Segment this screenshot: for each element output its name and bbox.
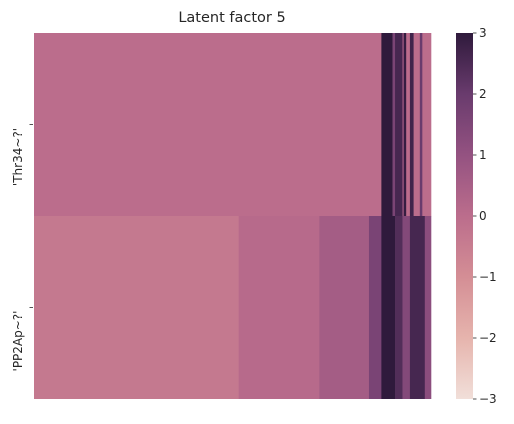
row-label-thr34: 'Thr34~?' [11,128,25,186]
colorbar-tick-label: −2 [479,331,497,345]
heatmap-cell-row2-seg4 [368,216,382,399]
heatmap-cell-row1-seg2 [381,33,393,217]
heatmap-cell-row1-seg8 [409,33,414,217]
colorbar-tick-label: 1 [479,148,487,162]
heatmap-cell-row1-seg1 [34,33,382,217]
heatmap-cell-row2-seg1 [34,216,239,399]
heatmap-cell-row2-seg7 [402,216,411,399]
chart-title: Latent factor 5 [178,10,285,26]
heatmap-cell-row1-seg4 [395,33,403,217]
heatmap-cell-row2-seg8 [409,216,426,399]
row-label-pp2ap: 'PP2Ap~?' [11,311,25,372]
heatmap-cell-row1-seg3 [392,33,396,217]
colorbar-ticks: 3 2 1 0 −1 −2 −3 [473,26,497,406]
colorbar-tick-label: 2 [479,87,487,101]
colorbar [456,33,473,399]
heatmap-cell-row1-seg6 [403,33,407,217]
colorbar-tick-label: −1 [479,270,497,284]
colorbar-tick-label: 0 [479,209,487,223]
colorbar-tick-label: −3 [479,392,497,406]
heatmap-cell-row1-seg5 [402,33,405,217]
heatmap-cell-row1-seg10 [419,33,423,217]
heatmap-cell-row1-seg11 [422,33,432,217]
heatmap-cell-row2-seg9 [424,216,432,399]
heatmap-cell-row1-seg9 [413,33,421,217]
heatmap-cell-row2-seg6 [395,216,403,399]
heatmap-cells [34,33,432,399]
heatmap-cell-row2-seg3 [319,216,370,399]
heatmap-cell-row2-seg5 [381,216,396,399]
heatmap-cell-row2-seg2 [238,216,320,399]
colorbar-tick-label: 3 [479,26,487,40]
heatmap-cell-row1-seg7 [406,33,411,217]
